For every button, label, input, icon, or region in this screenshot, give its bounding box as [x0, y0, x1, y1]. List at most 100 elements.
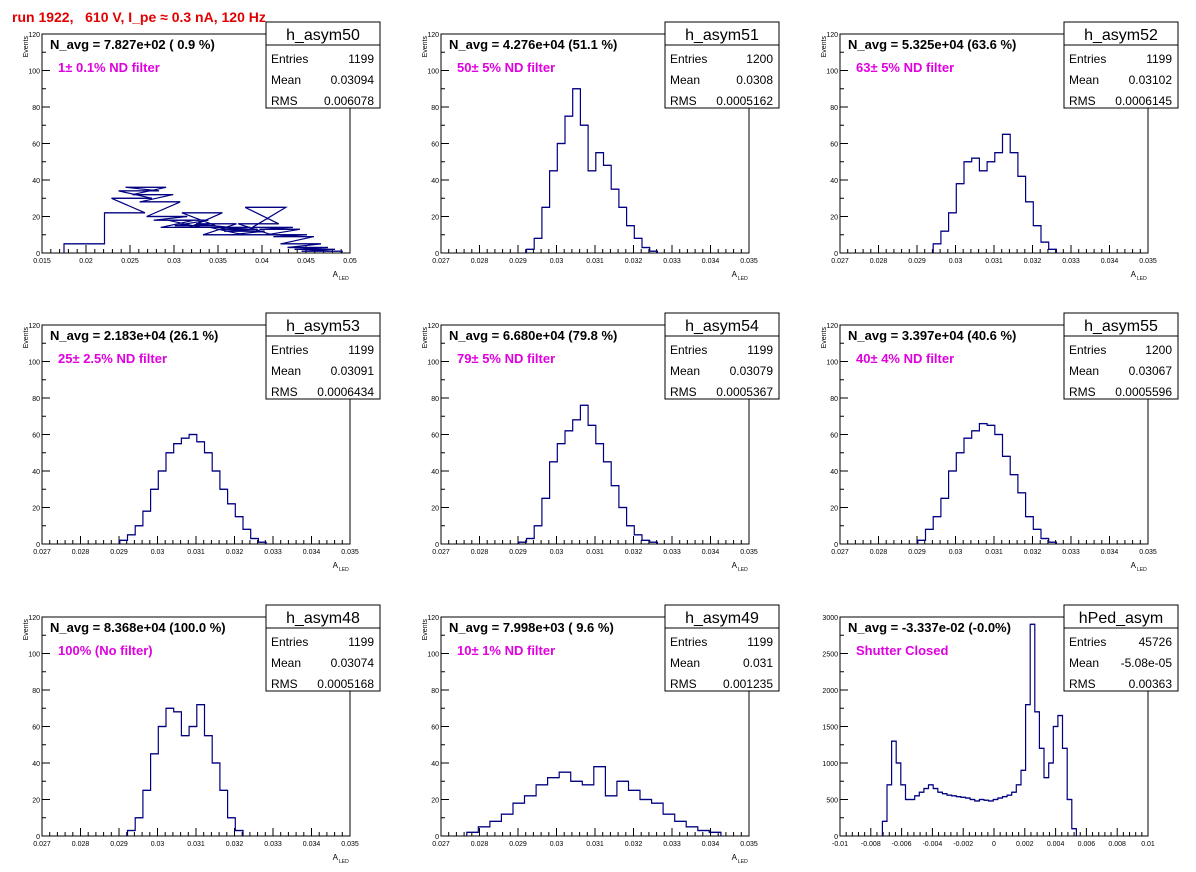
stats-box — [664, 312, 780, 400]
x-tick-label: 0.033 — [264, 549, 282, 556]
stats-entries-value: 1199 — [348, 343, 374, 357]
x-tick-label: 0.035 — [341, 549, 359, 556]
stats-mean-value: 0.03074 — [331, 656, 375, 670]
y-tick-label: 100 — [427, 652, 439, 659]
y-tick-label: 0 — [834, 251, 838, 258]
y-tick-label: 120 — [826, 323, 838, 330]
stats-histogram-name: h_asym52 — [1084, 27, 1158, 44]
y-tick-label: 120 — [427, 32, 439, 39]
y-tick-label: 60 — [431, 725, 439, 732]
y-tick-label: 60 — [431, 433, 439, 440]
filter-label: Shutter Closed — [856, 643, 949, 658]
x-axis-title: A — [333, 270, 339, 279]
x-axis-title-subscript: LED — [738, 567, 748, 573]
y-tick-label: 120 — [28, 323, 40, 330]
x-tick-label: 0.034 — [702, 258, 720, 265]
x-tick-label: 0.03 — [550, 549, 564, 556]
x-axis-title: A — [732, 561, 738, 570]
stats-histogram-name: hPed_asym — [1079, 610, 1164, 627]
x-tick-label: 0.008 — [1108, 841, 1126, 848]
x-tick-label: 0.034 — [702, 549, 720, 556]
filter-label: 50± 5% ND filter — [457, 60, 555, 75]
filter-label: 40± 4% ND filter — [856, 351, 954, 366]
x-tick-label: 0.035 — [1139, 549, 1157, 556]
y-tick-label: 100 — [427, 360, 439, 367]
y-tick-label: 0 — [435, 251, 439, 258]
stats-box — [1063, 312, 1179, 400]
stats-entries-label: Entries — [670, 52, 707, 66]
stats-box — [1063, 21, 1179, 109]
x-tick-label: 0.028 — [471, 258, 489, 265]
histogram-series — [917, 423, 1057, 544]
x-tick-label: 0.031 — [586, 549, 604, 556]
x-tick-label: 0.01 — [1141, 841, 1155, 848]
x-axis-title-subscript: LED — [1137, 567, 1147, 573]
y-tick-label: 0 — [36, 834, 40, 841]
x-tick-label: 0.033 — [1062, 258, 1080, 265]
y-axis-title: Events — [23, 619, 30, 641]
x-tick-label: 0.029 — [110, 549, 128, 556]
x-tick-label: 0.002 — [1016, 841, 1034, 848]
x-tick-label: 0.031 — [586, 258, 604, 265]
stats-rms-value: 0.0006434 — [317, 385, 374, 399]
stats-rms-value: 0.0005367 — [716, 385, 773, 399]
x-tick-label: 0.015 — [33, 258, 51, 265]
stats-mean-value: 0.03091 — [331, 364, 375, 378]
x-tick-label: 0.031 — [187, 549, 205, 556]
x-tick-label: 0.03 — [151, 549, 165, 556]
x-tick-label: 0.035 — [740, 549, 758, 556]
x-tick-label: 0.035 — [209, 258, 227, 265]
x-tick-label: 0.029 — [110, 841, 128, 848]
stats-box — [664, 604, 780, 692]
y-tick-label: 60 — [830, 142, 838, 149]
x-tick-label: 0.033 — [663, 841, 681, 848]
x-tick-label: 0.025 — [121, 258, 139, 265]
stats-mean-label: Mean — [271, 364, 301, 378]
x-tick-label: 0.028 — [72, 841, 90, 848]
x-tick-label: -0.006 — [892, 841, 912, 848]
filter-label: 100% (No filter) — [58, 643, 153, 658]
y-axis-title: Events — [422, 327, 429, 349]
y-tick-label: 60 — [32, 725, 40, 732]
y-tick-label: 80 — [431, 396, 439, 403]
x-axis-title: A — [732, 270, 738, 279]
stats-mean-label: Mean — [1069, 364, 1099, 378]
x-tick-label: 0.027 — [432, 258, 450, 265]
x-tick-label: 0.032 — [625, 258, 643, 265]
y-tick-label: 100 — [28, 360, 40, 367]
stats-mean-value: 0.03079 — [730, 364, 774, 378]
x-axis-title: A — [333, 853, 339, 862]
x-tick-label: 0.03 — [167, 258, 181, 265]
x-axis-title: A — [1131, 270, 1137, 279]
y-tick-label: 20 — [431, 798, 439, 805]
stats-mean-label: Mean — [1069, 656, 1099, 670]
stats-mean-label: Mean — [271, 73, 301, 87]
histogram-series — [119, 433, 267, 544]
stats-mean-label: Mean — [670, 364, 700, 378]
y-tick-label: 100 — [28, 652, 40, 659]
y-axis-title: Events — [821, 327, 828, 349]
panel-h_asym49: 0 20 40 60 80 100 120 0.027 0.028 0.029 0.03 0.031 0… — [422, 604, 780, 865]
y-tick-label: 120 — [427, 323, 439, 330]
x-tick-label: 0.05 — [343, 258, 357, 265]
panel-h_asym54: 0 20 40 60 80 100 120 0.027 0.028 0.029 0.03 0.031 0… — [422, 312, 780, 573]
x-tick-label: 0.03 — [550, 841, 564, 848]
stats-mean-label: Mean — [670, 73, 700, 87]
stats-rms-value: 0.0005162 — [716, 94, 773, 108]
x-tick-label: 0.004 — [1047, 841, 1065, 848]
stats-rms-value: 0.0005596 — [1115, 385, 1172, 399]
filter-label: 63± 5% ND filter — [856, 60, 954, 75]
x-tick-label: 0.032 — [226, 549, 244, 556]
y-tick-label: 40 — [431, 761, 439, 768]
filter-label: 1± 0.1% ND filter — [58, 60, 160, 75]
stats-histogram-name: h_asym50 — [286, 27, 360, 44]
stats-entries-label: Entries — [670, 635, 707, 649]
y-tick-label: 1500 — [822, 725, 838, 732]
x-axis-title: A — [732, 853, 738, 862]
stats-mean-label: Mean — [1069, 73, 1099, 87]
y-tick-label: 0 — [834, 542, 838, 549]
x-axis-title-subscript: LED — [1137, 276, 1147, 282]
x-tick-label: 0.03 — [949, 258, 963, 265]
stats-rms-label: RMS — [670, 677, 697, 691]
